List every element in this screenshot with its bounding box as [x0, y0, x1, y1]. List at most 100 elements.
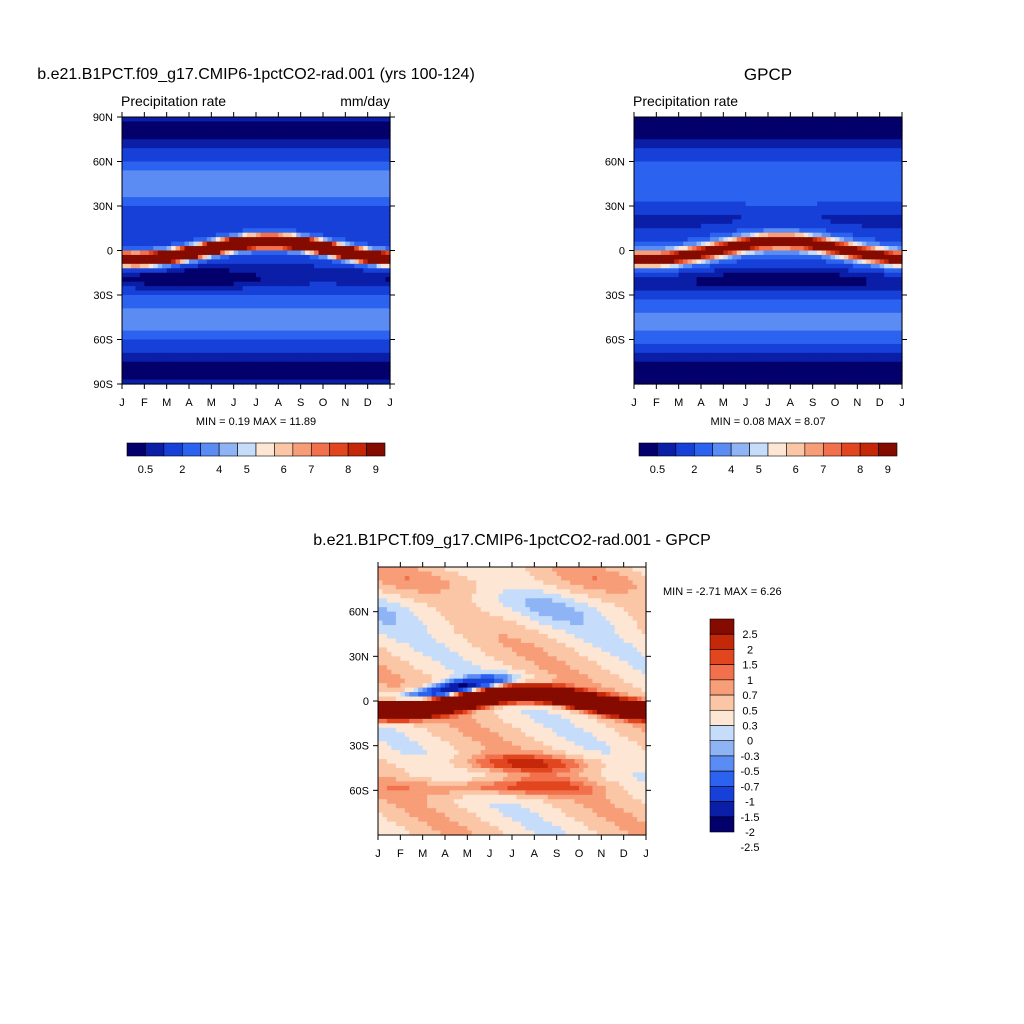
heatmap-cell: [215, 321, 221, 327]
heatmap-cell: [215, 330, 221, 336]
heatmap-cell: [669, 174, 675, 180]
heatmap-cell: [385, 348, 391, 354]
colorbar-swatch: [237, 442, 257, 457]
heatmap-cell: [189, 165, 195, 171]
heatmap-cell: [376, 375, 382, 381]
heatmap-cell: [264, 308, 270, 314]
heatmap-cell: [309, 277, 315, 283]
heatmap-cell: [781, 179, 787, 185]
heatmap-cell: [130, 343, 136, 349]
heatmap-cell: [309, 219, 315, 225]
heatmap-cell: [875, 192, 881, 198]
heatmap-cell: [327, 352, 333, 358]
heatmap-cell: [687, 210, 693, 216]
heatmap-cell: [144, 125, 150, 131]
heatmap-cell: [340, 290, 346, 296]
heatmap-cell: [175, 201, 181, 207]
heatmap-cell: [273, 281, 279, 287]
heatmap-cell: [830, 161, 836, 167]
heatmap-cell: [683, 192, 689, 198]
heatmap-cell: [323, 335, 329, 341]
heatmap-cell: [211, 321, 217, 327]
heatmap-cell: [202, 317, 208, 323]
heatmap-cell: [803, 210, 809, 216]
heatmap-cell: [269, 312, 275, 318]
heatmap-cell: [345, 348, 351, 354]
heatmap-cell: [665, 174, 671, 180]
heatmap-cell: [220, 254, 226, 260]
heatmap-cell: [157, 272, 163, 278]
heatmap-cell: [714, 183, 720, 189]
heatmap-cell: [260, 139, 266, 145]
heatmap-cell: [229, 370, 235, 376]
heatmap-cell: [345, 295, 351, 301]
heatmap-cell: [638, 197, 644, 203]
heatmap-cell: [642, 192, 648, 198]
heatmap-cell: [180, 330, 186, 336]
heatmap-cell: [750, 134, 756, 140]
heatmap-cell: [260, 214, 266, 220]
heatmap-cell: [144, 121, 150, 127]
heatmap-cell: [157, 254, 163, 260]
heatmap-cell: [238, 192, 244, 198]
heatmap-cell: [296, 210, 302, 216]
heatmap-cell: [220, 130, 226, 136]
heatmap-cell: [166, 170, 172, 176]
heatmap-cell: [144, 352, 150, 358]
heatmap-cell: [785, 183, 791, 189]
heatmap-cell: [184, 219, 190, 225]
heatmap-cell: [220, 197, 226, 203]
heatmap-cell: [189, 237, 195, 243]
heatmap-cell: [224, 343, 230, 349]
heatmap-cell: [171, 246, 177, 252]
heatmap-cell: [162, 165, 168, 171]
heatmap-cell: [848, 197, 854, 203]
heatmap-cell: [372, 125, 378, 131]
heatmap-cell: [763, 157, 769, 163]
heatmap-cell: [763, 117, 769, 123]
heatmap-cell: [282, 241, 288, 247]
heatmap-cell: [683, 170, 689, 176]
heatmap-cell: [166, 348, 172, 354]
heatmap-cell: [381, 379, 387, 385]
heatmap-cell: [206, 188, 212, 194]
heatmap-cell: [884, 139, 890, 145]
heatmap-cell: [282, 303, 288, 309]
heatmap-cell: [162, 375, 168, 381]
heatmap-cell: [269, 232, 275, 238]
heatmap-cell: [122, 357, 128, 363]
heatmap-cell: [287, 157, 293, 163]
heatmap-cell: [647, 139, 653, 145]
heatmap-cell: [122, 197, 128, 203]
heatmap-cell: [385, 130, 391, 136]
heatmap-cell: [269, 308, 275, 314]
heatmap-cell: [296, 117, 302, 123]
heatmap-cell: [193, 134, 199, 140]
heatmap-cell: [830, 197, 836, 203]
heatmap-cell: [264, 268, 270, 274]
heatmap-cell: [184, 250, 190, 256]
heatmap-cell: [126, 339, 132, 345]
heatmap-cell: [808, 117, 814, 123]
heatmap-cell: [122, 263, 128, 269]
heatmap-cell: [799, 183, 805, 189]
heatmap-cell: [287, 125, 293, 131]
heatmap-cell: [897, 170, 903, 176]
heatmap-cell: [144, 312, 150, 318]
heatmap-cell: [683, 148, 689, 154]
heatmap-cell: [282, 117, 288, 123]
heatmap-cell: [327, 241, 333, 247]
heatmap-cell: [331, 326, 337, 332]
heatmap-cell: [638, 125, 644, 131]
heatmap-cell: [180, 343, 186, 349]
heatmap-cell: [269, 223, 275, 229]
heatmap-cell: [884, 197, 890, 203]
heatmap-cell: [358, 290, 364, 296]
heatmap-cell: [323, 352, 329, 358]
heatmap-cell: [162, 143, 168, 149]
heatmap-cell: [153, 183, 159, 189]
heatmap-cell: [705, 206, 711, 212]
heatmap-cell: [372, 174, 378, 180]
heatmap-cell: [135, 117, 141, 123]
heatmap-cell: [349, 361, 355, 367]
